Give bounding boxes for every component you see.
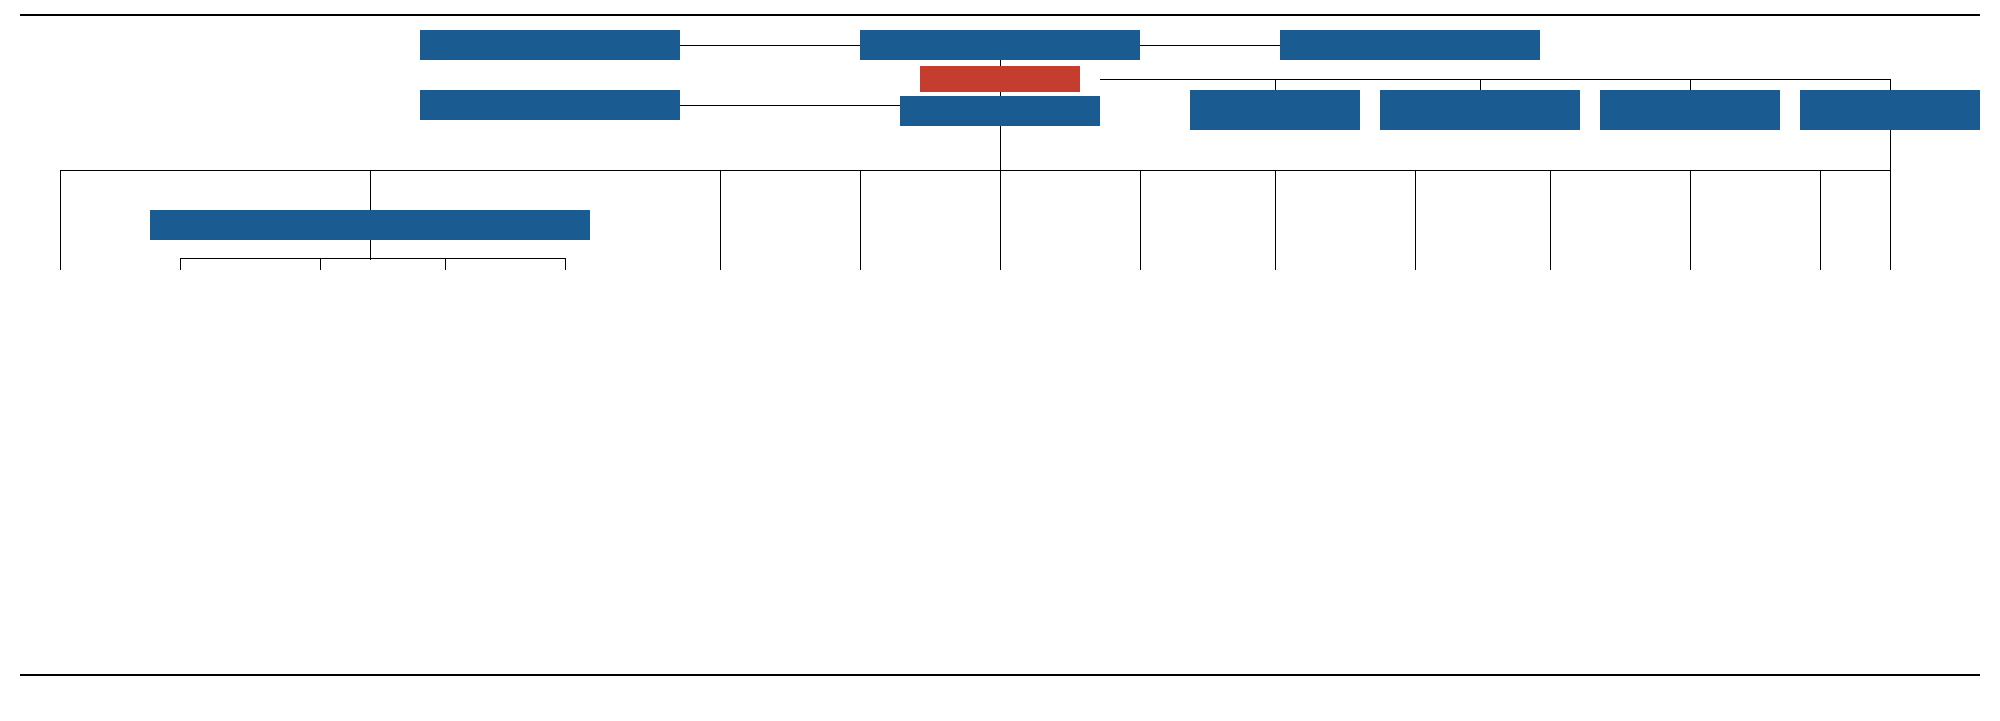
connector xyxy=(1690,170,1691,270)
connector xyxy=(565,258,566,270)
connector xyxy=(860,170,861,270)
connector xyxy=(1000,60,1001,66)
connector xyxy=(1690,79,1691,90)
connector xyxy=(1100,79,1890,80)
connector xyxy=(1275,79,1276,90)
connector xyxy=(1140,170,1141,270)
connector xyxy=(370,170,371,210)
connector xyxy=(1890,79,1891,90)
box-apparatus xyxy=(1190,90,1360,130)
rule-bottom xyxy=(20,674,1980,676)
connector xyxy=(1415,170,1416,270)
connector xyxy=(1550,170,1551,270)
connector xyxy=(1000,170,1001,270)
connector xyxy=(60,170,61,270)
connector xyxy=(1275,170,1276,270)
box-internal-audit xyxy=(1380,90,1580,130)
connector xyxy=(1140,45,1280,46)
box-ceo xyxy=(920,66,1080,92)
box-supervisory xyxy=(860,30,1140,60)
connector xyxy=(680,45,860,46)
connector xyxy=(320,258,321,270)
box-public xyxy=(420,90,680,120)
connector xyxy=(445,258,446,270)
box-board xyxy=(900,96,1100,126)
connector xyxy=(370,240,371,260)
org-chart-canvas xyxy=(20,30,1980,670)
connector-bus xyxy=(60,170,1890,171)
box-sci-tech xyxy=(420,30,680,60)
connector xyxy=(1480,79,1481,90)
connector xyxy=(1000,92,1001,96)
rule-top xyxy=(20,14,1980,16)
connector xyxy=(680,105,900,106)
connector xyxy=(720,170,721,270)
connector xyxy=(180,258,181,270)
connector xyxy=(180,258,565,259)
box-comm xyxy=(1600,90,1780,130)
box-first-deputy xyxy=(150,210,590,240)
box-affairs xyxy=(1800,90,1980,130)
headcount-block xyxy=(20,30,340,49)
connector xyxy=(1000,126,1001,170)
connector xyxy=(1820,170,1821,270)
box-audit-comm xyxy=(1280,30,1540,60)
connector xyxy=(1890,130,1891,270)
